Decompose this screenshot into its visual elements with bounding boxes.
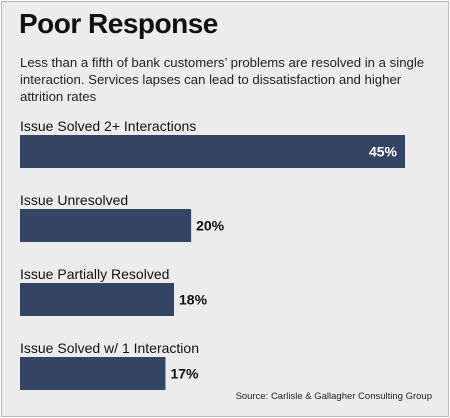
chart-title: Poor Response <box>19 8 218 39</box>
chart-subtitle: Less than a fifth of bank customers’ pro… <box>20 55 425 104</box>
value-label: 18% <box>179 292 208 308</box>
bar <box>20 209 192 242</box>
value-label: 20% <box>196 218 225 234</box>
bar <box>20 283 174 316</box>
bar <box>20 357 166 390</box>
category-label: Issue Partially Resolved <box>20 266 169 282</box>
category-label: Issue Solved w/ 1 Interaction <box>20 340 199 356</box>
source-note: Source: Carlisle & Gallagher Consulting … <box>235 391 432 402</box>
category-label: Issue Solved 2+ Interactions <box>20 118 196 134</box>
bar <box>20 135 405 168</box>
value-label: 17% <box>170 366 199 382</box>
value-label: 45% <box>369 144 398 160</box>
category-label: Issue Unresolved <box>20 192 128 208</box>
